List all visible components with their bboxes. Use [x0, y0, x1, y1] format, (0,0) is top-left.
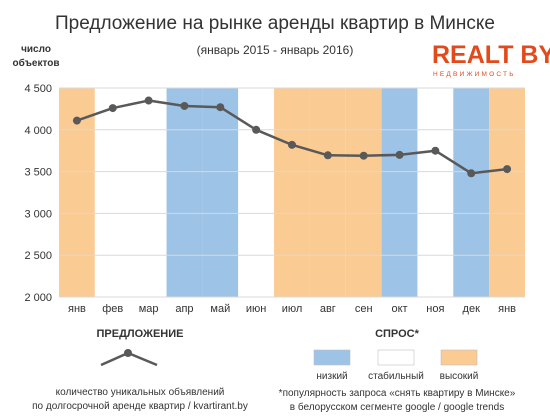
y-tick-label: 2 500 [24, 250, 52, 262]
demand-swatch-high [440, 349, 478, 366]
supply-legend: ПРЕДЛОЖЕНИЕ количество уникальных объявл… [32, 328, 248, 412]
x-axis-ticks: янв фев мар апр май июн июл авг сен окт ноя дек янв [68, 303, 516, 315]
y-axis-label-line1: число [21, 44, 51, 55]
demand-legend-items: низкий стабильный высокий [313, 349, 479, 382]
x-tick-label: авг [320, 303, 336, 315]
demand-swatch-low [313, 349, 351, 366]
demand-band-low [381, 88, 418, 297]
demand-band-high [274, 88, 310, 297]
supply-point [144, 96, 153, 105]
x-tick-label: дек [463, 303, 481, 315]
supply-series [72, 96, 512, 178]
supply-point [288, 140, 296, 149]
x-tick-label: фев [102, 303, 123, 315]
supply-point [323, 151, 332, 160]
demand-band-stable [94, 88, 131, 297]
supply-point [359, 151, 368, 160]
x-tick-label: мар [139, 303, 159, 315]
supply-point [431, 146, 440, 155]
x-tick-label: сен [355, 303, 373, 315]
logo-wordmark: REALT BY [432, 41, 550, 69]
x-tick-label: июн [246, 303, 266, 315]
demand-band-stable [417, 88, 454, 297]
x-tick-label: апр [175, 303, 193, 315]
x-tick-label: окт [391, 303, 407, 315]
chart-title: Предложение на рынке аренды квартир в Ми… [55, 13, 495, 34]
supply-point [395, 150, 404, 159]
supply-point [252, 125, 261, 134]
supply-point [108, 104, 117, 113]
demand-band-low [166, 88, 203, 297]
y-tick-label: 3 000 [24, 208, 52, 220]
x-tick-label: ноя [426, 303, 444, 315]
demand-label-stable: стабильный [368, 370, 424, 382]
demand-legend-title: СПРОС* [375, 328, 420, 340]
supply-legend-marker [124, 349, 132, 357]
supply-point [216, 103, 225, 112]
demand-note-line2: в белорусском сегменте google / google t… [290, 401, 504, 413]
supply-note-line2: по долгосрочной аренде квартир / kvartir… [32, 401, 248, 412]
demand-band-high [345, 88, 382, 297]
supply-point [503, 165, 512, 174]
supply-legend-title: ПРЕДЛОЖЕНИЕ [96, 328, 183, 340]
y-tick-label: 3 500 [24, 167, 52, 179]
supply-point [72, 116, 81, 125]
x-tick-label: май [210, 303, 230, 315]
demand-label-low: низкий [316, 371, 347, 382]
supply-note-line1: количество уникальных объявлений [56, 386, 225, 398]
y-tick-label: 4 000 [24, 125, 52, 137]
x-tick-label: июл [282, 303, 303, 315]
chart-subtitle: (январь 2015 - январь 2016) [197, 43, 354, 57]
demand-swatch-stable [377, 349, 415, 366]
logo-tagline: НЕДВИЖИМОСТЬ [433, 71, 516, 78]
demand-band-low [453, 88, 490, 297]
demand-label-high: высокий [440, 371, 479, 382]
demand-band-stable [130, 88, 167, 297]
y-tick-label: 4 500 [24, 83, 52, 95]
demand-band-high [489, 88, 525, 297]
demand-band-stable [238, 88, 275, 297]
y-axis-label-line2: объектов [12, 57, 59, 69]
demand-band-low [202, 88, 239, 297]
supply-point [467, 169, 476, 178]
demand-note-line1: *популярность запроса «снять квартиру в … [279, 388, 516, 399]
x-tick-label: янв [68, 303, 86, 315]
demand-bands [59, 88, 525, 297]
x-tick-label: янв [498, 303, 516, 315]
y-axis-ticks: 2 000 2 500 3 000 3 500 4 000 4 500 [24, 83, 52, 304]
realt-logo: REALT BY НЕДВИЖИМОСТЬ [432, 41, 550, 78]
supply-point [180, 101, 189, 110]
demand-band-high [309, 88, 346, 297]
demand-legend: СПРОС* низкий стабильный высокий *популярн… [279, 328, 516, 413]
y-tick-label: 2 000 [24, 292, 52, 304]
grid-lines [59, 87, 525, 298]
